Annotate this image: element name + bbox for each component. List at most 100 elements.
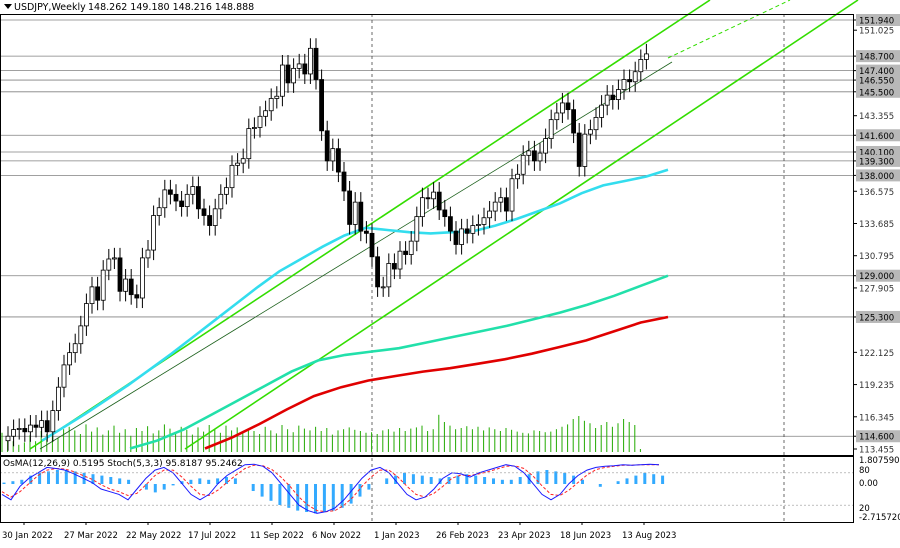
price-tick-label: 138.000 [859,172,894,182]
level-label-box [856,85,900,98]
candle-down [391,263,397,270]
candle-down [195,186,201,210]
level-label-box [856,154,900,167]
candle-down [313,47,319,80]
level-label-box [856,64,900,77]
candle-up [509,178,515,212]
candle-up [599,104,604,118]
candle-up [5,435,11,442]
candle-up [39,420,44,428]
candle-up [268,98,274,112]
candle-up [296,63,302,69]
level-label-box [856,310,900,323]
candle-up [397,250,403,270]
candle-down [627,79,632,83]
candle-down [442,209,448,218]
price-tick-label: 119.235 [859,381,894,391]
candle-down [167,189,173,195]
oscillator-tick-label: 1.807590 [859,456,900,466]
candle-up [50,410,56,433]
candle-down [453,230,459,245]
candle-down [179,200,185,208]
candle-up [84,303,89,327]
candle-up [520,154,526,175]
candle-down [201,208,207,216]
price-tick-label: 141.600 [859,132,894,142]
ema-slow-line [204,315,669,450]
candle-down [403,250,409,255]
ema-mid-line [129,274,669,450]
candle-up [106,258,112,271]
candle-down [358,201,364,232]
candle-up [475,224,481,226]
level-label-box [856,50,900,63]
candle-up [644,53,649,60]
candle-up [554,112,560,121]
date-tick-label: 22 May 2022 [126,531,181,541]
candle-up [548,119,554,140]
price-tick-label: 113.455 [859,446,894,456]
candle-up [408,240,414,255]
oscillator-tick-label: 0.00 [859,479,878,489]
candle-up [419,197,425,218]
candle-up [560,102,565,114]
candle-up [11,429,17,437]
price-tick-label: 151.940 [859,17,894,27]
candle-up [487,210,493,219]
candle-up [386,263,392,288]
candle-up [593,117,599,131]
candle-down [173,193,179,202]
candle-up [235,162,241,166]
date-tick-label: 26 Feb 2023 [436,531,489,541]
candle-up [190,186,196,195]
candle-up [27,424,33,433]
collapse-triangle-icon[interactable] [4,4,12,9]
candle-up [515,173,520,180]
price-tick-label: 146.550 [859,77,894,87]
candle-up [588,129,593,135]
candle-up [72,343,78,354]
channel-line [184,0,859,450]
date-tick-label: 11 Sep 2022 [250,531,304,541]
date-tick-label: 18 Jun 2023 [560,531,611,541]
level-label-box [856,14,900,26]
price-tick-label: 122.125 [859,349,894,359]
candle-up [431,191,437,200]
candle-down [464,228,470,234]
candle-up [218,193,224,210]
price-tick-label: 140.100 [859,148,894,158]
candle-up [139,257,145,299]
price-tick-label: 133.685 [859,220,894,230]
date-tick-label: 1 Jan 2023 [374,531,420,541]
level-label-box [856,269,900,282]
candle-up [156,207,162,216]
price-tick-label: 129.000 [859,272,894,282]
candle-up [330,148,336,162]
candle-up [526,150,532,156]
candle-up [67,352,72,366]
candle-down [341,171,347,192]
candle-up [380,286,386,289]
date-tick-label: 27 Mar 2022 [64,531,118,541]
candle-up [61,364,67,388]
price-tick-label: 147.400 [859,67,894,77]
level-label-box [856,129,900,142]
candle-up [145,249,151,259]
candle-up [582,133,588,167]
candle-down [425,197,431,200]
candle-down [532,150,537,162]
candle-up [100,269,106,301]
price-tick-label: 136.575 [859,188,894,198]
level-label-box [856,430,900,443]
candle-down [319,79,325,132]
candle-up [78,325,84,345]
candle-up [291,67,297,84]
level-label-box [856,74,900,87]
date-tick-label: 13 Aug 2023 [622,531,676,541]
symbol-label: USDJPY,Weekly [14,2,86,13]
level-label-box [856,169,900,182]
candle-up [257,115,263,128]
candle-down [44,420,50,433]
